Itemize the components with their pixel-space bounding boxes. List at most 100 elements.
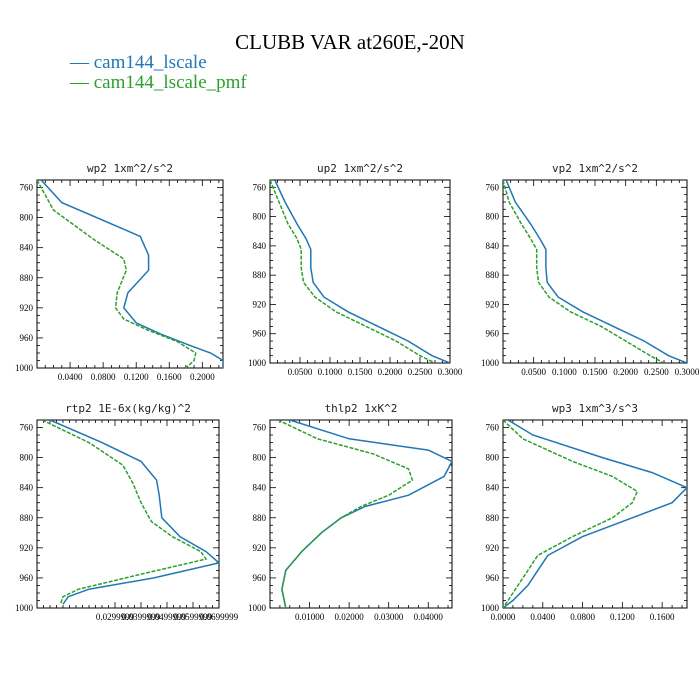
y-tick-label: 880 (253, 270, 267, 280)
y-tick-label: 960 (20, 573, 34, 583)
panel-title: vp2 1xm^2/s^2 (552, 162, 638, 175)
y-tick-label: 840 (486, 241, 500, 251)
x-tick-label: 0.1000 (318, 367, 343, 377)
x-tick-label: 0.2000 (190, 372, 215, 382)
y-tick-label: 760 (20, 183, 34, 193)
y-tick-label: 840 (20, 243, 34, 253)
series-line-lscale (274, 180, 450, 363)
y-tick-label: 840 (20, 483, 34, 493)
series-line-lscale-pmf (270, 180, 436, 363)
y-tick-label: 880 (20, 273, 34, 283)
y-tick-label: 920 (20, 543, 34, 553)
x-tick-label: 0.02000 (335, 612, 365, 622)
series-line-lscale (281, 420, 452, 608)
legend-swatch: — (70, 72, 94, 93)
panel-title: wp2 1xm^2/s^2 (87, 162, 173, 175)
x-tick-label: 0.1200 (124, 372, 149, 382)
y-tick-label: 760 (253, 182, 267, 192)
series-line-lscale (49, 420, 219, 605)
x-tick-label: 0.2500 (644, 367, 669, 377)
y-tick-label: 840 (253, 241, 267, 251)
legend-item-lscale-pmf: — cam144_lscale_pmf (70, 72, 247, 94)
y-tick-label: 1000 (481, 603, 500, 613)
y-tick-label: 960 (486, 329, 500, 339)
series-line-lscale-pmf (41, 420, 208, 605)
panel-title: thlp2 1xK^2 (325, 402, 398, 415)
x-tick-label: 0.2000 (378, 367, 403, 377)
plot-frame (502, 419, 688, 609)
figure-title: CLUBB VAR at260E,-20N (235, 30, 465, 54)
chart-panel-6: wp3 1xm^3/s^3 760 800 840 880 920 960 10000.000… (481, 402, 688, 622)
y-tick-label: 960 (253, 573, 267, 583)
panel-title: rtp2 1E-6x(kg/kg)^2 (65, 402, 191, 415)
x-tick-label: 0.3000 (675, 367, 700, 377)
y-tick-label: 880 (253, 513, 267, 523)
x-tick-label: 0.0500 (521, 367, 546, 377)
y-tick-label: 760 (20, 423, 34, 433)
y-tick-label: 840 (253, 483, 267, 493)
y-tick-label: 800 (486, 453, 500, 463)
x-tick-label: 0.0299999 (96, 612, 135, 622)
y-tick-label: 880 (486, 270, 500, 280)
chart-panel-4: rtp2 1E-6x(kg/kg)^2 760 800 840 880 920 960 100… (15, 402, 239, 622)
y-tick-label: 920 (486, 543, 500, 553)
chart-panel-1: wp2 1xm^2/s^2 760 800 840 880 920 960 1000 0.040… (15, 162, 224, 382)
x-tick-label: 0.0400 (58, 372, 83, 382)
x-tick-label: 0.2000 (613, 367, 638, 377)
y-tick-label: 760 (486, 182, 500, 192)
y-tick-label: 800 (253, 212, 267, 222)
chart-panel-2: up2 1xm^2/s^2 760 800 840 880 920 960 1000 0.050… (248, 162, 463, 377)
x-tick-label: 0.0599999 (174, 612, 213, 622)
x-tick-label: 0.1600 (650, 612, 675, 622)
x-tick-label: 0.0800 (91, 372, 116, 382)
series-line-lscale-pmf (37, 180, 197, 368)
y-tick-label: 1000 (248, 358, 267, 368)
y-tick-label: 880 (20, 513, 34, 523)
series-line-lscale-pmf (503, 180, 665, 363)
y-tick-label: 1000 (248, 603, 267, 613)
y-tick-label: 800 (20, 213, 34, 223)
panel-title: up2 1xm^2/s^2 (317, 162, 403, 175)
series-line-lscale (505, 180, 687, 363)
legend-label: cam144_lscale_pmf (93, 72, 247, 93)
x-tick-label: 0.04000 (414, 612, 444, 622)
plot-frame (269, 179, 451, 364)
y-tick-label: 840 (486, 483, 500, 493)
series-line-lscale-pmf (277, 420, 414, 608)
y-tick-label: 920 (253, 543, 267, 553)
x-tick-label: 0.1000 (552, 367, 577, 377)
x-tick-label: 0.0000 (491, 612, 516, 622)
x-tick-label: 0.03000 (374, 612, 404, 622)
panel-title: wp3 1xm^3/s^3 (552, 402, 638, 415)
legend-label: cam144_lscale (93, 52, 207, 73)
chart-panel-5: thlp2 1xK^2 760 800 840 880 920 960 1000 0.01000… (248, 402, 453, 622)
x-tick-label: 0.0400 (530, 612, 555, 622)
x-tick-label: 0.1500 (583, 367, 608, 377)
y-tick-label: 920 (20, 303, 34, 313)
y-tick-label: 920 (486, 299, 500, 309)
y-tick-label: 920 (253, 299, 267, 309)
series-line-lscale (40, 180, 223, 368)
y-tick-label: 800 (20, 453, 34, 463)
x-tick-label: 0.0399999 (122, 612, 161, 622)
y-tick-label: 800 (253, 453, 267, 463)
x-tick-label: 0.1200 (610, 612, 635, 622)
y-tick-label: 760 (253, 423, 267, 433)
y-tick-label: 1000 (481, 358, 500, 368)
x-tick-label: 0.0699999 (200, 612, 239, 622)
y-tick-label: 960 (253, 329, 267, 339)
plot-frame (269, 419, 453, 609)
y-tick-label: 880 (486, 513, 500, 523)
x-tick-label: 0.01000 (295, 612, 325, 622)
x-tick-label: 0.3000 (438, 367, 463, 377)
y-tick-label: 960 (20, 333, 34, 343)
y-tick-label: 760 (486, 423, 500, 433)
plot-frame (36, 179, 224, 369)
x-tick-label: 0.0800 (570, 612, 595, 622)
chart-panel-3: vp2 1xm^2/s^2 760 800 840 880 920 960 1000 0.050… (481, 162, 700, 377)
y-tick-label: 960 (486, 573, 500, 583)
legend-item-lscale: — cam144_lscale (70, 52, 207, 74)
x-tick-label: 0.2500 (408, 367, 433, 377)
y-tick-label: 1000 (15, 363, 34, 373)
